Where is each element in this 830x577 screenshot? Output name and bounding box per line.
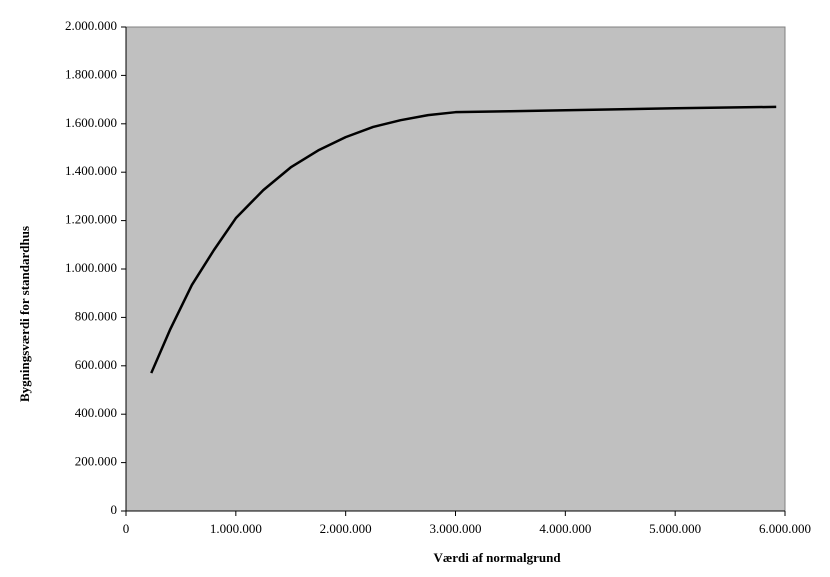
x-tick-label: 1.000.000 [210, 521, 262, 536]
y-tick-label: 1.200.000 [65, 212, 117, 227]
y-axis-title: Bygningsværdi for standardhus [17, 226, 32, 402]
y-tick-label: 1.600.000 [65, 115, 117, 130]
y-tick-label: 400.000 [75, 405, 117, 420]
x-tick-label: 2.000.000 [320, 521, 372, 536]
y-tick-label: 200.000 [75, 454, 117, 469]
y-tick-label: 2.000.000 [65, 18, 117, 33]
x-axis-title: Værdi af normalgrund [433, 550, 561, 565]
y-tick-label: 1.000.000 [65, 260, 117, 275]
y-tick-label: 600.000 [75, 357, 117, 372]
x-tick-label: 3.000.000 [430, 521, 482, 536]
line [150, 105, 777, 374]
y-tick-label: 800.000 [75, 308, 117, 323]
y-tick-label: 1.400.000 [65, 163, 117, 178]
x-tick-label: 5.000.000 [649, 521, 701, 536]
x-tick-label: 6.000.000 [759, 521, 811, 536]
x-tick-label: 4.000.000 [539, 521, 591, 536]
plot-area [125, 26, 786, 512]
y-tick-label: 0 [111, 502, 118, 517]
y-tick-label: 1.800.000 [65, 66, 117, 81]
x-tick-label: 0 [123, 521, 130, 536]
